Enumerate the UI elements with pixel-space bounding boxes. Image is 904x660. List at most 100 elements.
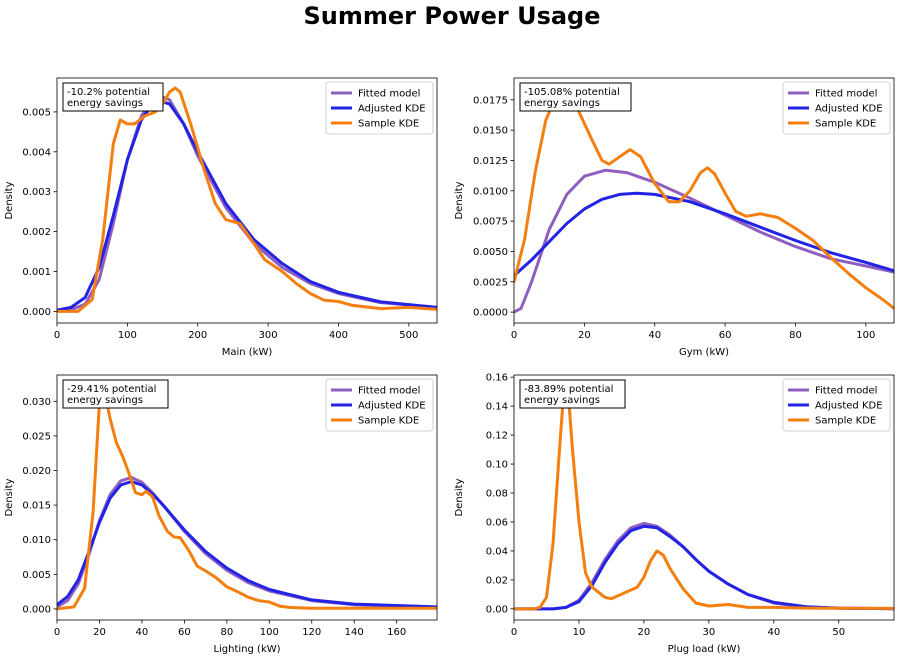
y-tick-label: 0.004 xyxy=(22,147,51,158)
y-tick-label: 0.0050 xyxy=(473,247,508,258)
y-tick-label: 0.16 xyxy=(486,373,508,384)
x-tick-label: 40 xyxy=(136,627,149,638)
y-tick-label: 0.005 xyxy=(22,570,51,581)
x-tick-label: 100 xyxy=(260,627,279,638)
y-tick-label: 0.0100 xyxy=(473,186,508,197)
x-axis-label: Main (kW) xyxy=(222,347,273,358)
x-tick-label: 400 xyxy=(329,330,348,341)
axes-frame xyxy=(56,77,438,324)
axes-frame xyxy=(513,77,895,324)
annotation-box xyxy=(62,379,169,409)
y-tick-label: 0.10 xyxy=(486,460,508,471)
series-line-sample xyxy=(57,86,437,313)
legend-box xyxy=(325,378,434,432)
axes-frame xyxy=(513,374,895,621)
axes-frame xyxy=(56,374,438,621)
x-tick-label: 80 xyxy=(220,627,233,638)
legend-box xyxy=(782,81,891,135)
y-tick-label: 0.02 xyxy=(486,575,508,586)
series-line-adjusted xyxy=(514,524,894,611)
legend-label: Sample KDE xyxy=(358,416,419,427)
y-tick-label: 0.0025 xyxy=(473,277,508,288)
annotation-text: energy savings xyxy=(67,395,143,406)
legend-label: Sample KDE xyxy=(815,416,876,427)
y-tick-label: 0.0175 xyxy=(473,95,508,106)
y-tick-label: 0.025 xyxy=(22,431,51,442)
figure-title: Summer Power Usage xyxy=(303,2,601,30)
y-axis-label: Density xyxy=(4,181,15,219)
y-tick-label: 0.000 xyxy=(22,604,51,615)
chart-panel-4: 0 10 20 30 40 50 0.00 0.02 0.04 0.06 0.08 0.10 0.12 0… xyxy=(454,373,895,655)
x-tick-label: 100 xyxy=(856,330,875,341)
y-tick-label: 0.030 xyxy=(22,397,51,408)
x-tick-label: 60 xyxy=(719,330,732,341)
y-tick-label: 0.015 xyxy=(22,501,51,512)
annotation-box xyxy=(62,82,164,112)
series-line-sample xyxy=(514,387,894,611)
y-tick-label: 0.003 xyxy=(22,187,51,198)
x-tick-label: 80 xyxy=(789,330,802,341)
chart-panel-1: 0 100 200 300 400 500 0.000 0.001 0.002 0.003 0.00… xyxy=(4,77,438,358)
x-tick-label: 0 xyxy=(511,330,517,341)
y-tick-label: 0.14 xyxy=(486,402,508,413)
series-line-adjusted xyxy=(57,480,437,609)
x-tick-label: 20 xyxy=(638,627,651,638)
legend-box xyxy=(782,378,891,432)
x-tick-label: 100 xyxy=(118,330,137,341)
series-line-adjusted xyxy=(514,191,894,278)
x-tick-label: 0 xyxy=(511,627,517,638)
y-tick-label: 0.0075 xyxy=(473,217,508,228)
y-tick-label: 0.00 xyxy=(486,604,508,615)
x-tick-label: 0 xyxy=(54,627,60,638)
x-tick-label: 10 xyxy=(573,627,586,638)
legend-label: Sample KDE xyxy=(358,119,419,130)
legend-label: Adjusted KDE xyxy=(815,104,883,115)
annotation-box xyxy=(519,82,632,112)
x-tick-label: 140 xyxy=(345,627,364,638)
y-tick-label: 0.08 xyxy=(486,489,508,500)
y-tick-label: 0.005 xyxy=(22,107,51,118)
x-tick-label: 20 xyxy=(578,330,591,341)
y-tick-label: 0.002 xyxy=(22,227,51,238)
y-tick-label: 0.001 xyxy=(22,267,51,278)
x-tick-label: 20 xyxy=(93,627,106,638)
annotation-text: energy savings xyxy=(67,98,143,109)
annotation-text: -10.2% potential xyxy=(67,87,150,98)
series-line-fitted xyxy=(57,475,437,609)
x-tick-label: 120 xyxy=(302,627,321,638)
legend-label: Fitted model xyxy=(815,89,877,100)
x-tick-label: 30 xyxy=(703,627,716,638)
x-tick-label: 40 xyxy=(648,330,661,341)
y-axis-label: Density xyxy=(4,478,15,516)
x-axis-label: Gym (kW) xyxy=(679,347,729,358)
annotation-box xyxy=(519,379,626,409)
x-axis-label: Plug load (kW) xyxy=(668,644,741,655)
x-tick-label: 160 xyxy=(387,627,406,638)
legend-label: Fitted model xyxy=(358,89,420,100)
series-line-fitted xyxy=(514,168,894,314)
y-tick-label: 0.12 xyxy=(486,431,508,442)
legend-label: Adjusted KDE xyxy=(815,401,883,412)
y-axis-label: Density xyxy=(454,478,465,516)
annotation-text: -29.41% potential xyxy=(67,384,156,395)
y-tick-label: 0.04 xyxy=(486,546,508,557)
y-axis-label: Density xyxy=(454,181,465,219)
x-tick-label: 300 xyxy=(259,330,278,341)
y-tick-label: 0.0000 xyxy=(473,308,508,319)
annotation-text: energy savings xyxy=(524,395,600,406)
x-tick-label: 40 xyxy=(767,627,780,638)
y-tick-label: 0.020 xyxy=(22,466,51,477)
x-tick-label: 50 xyxy=(832,627,845,638)
legend-label: Fitted model xyxy=(815,386,877,397)
x-tick-label: 60 xyxy=(178,627,191,638)
y-tick-label: 0.0150 xyxy=(473,126,508,137)
chart-panel-3: 0 20 40 60 80 100 120 140 160 0.000 0.005 0.010 0.01… xyxy=(4,374,438,655)
annotation-text: -105.08% potential xyxy=(524,87,620,98)
y-tick-label: 0.010 xyxy=(22,535,51,546)
y-tick-label: 0.0125 xyxy=(473,156,508,167)
x-axis-label: Lighting (kW) xyxy=(213,644,280,655)
annotation-text: -83.89% potential xyxy=(524,384,613,395)
legend-label: Adjusted KDE xyxy=(358,104,426,115)
legend-label: Adjusted KDE xyxy=(358,401,426,412)
